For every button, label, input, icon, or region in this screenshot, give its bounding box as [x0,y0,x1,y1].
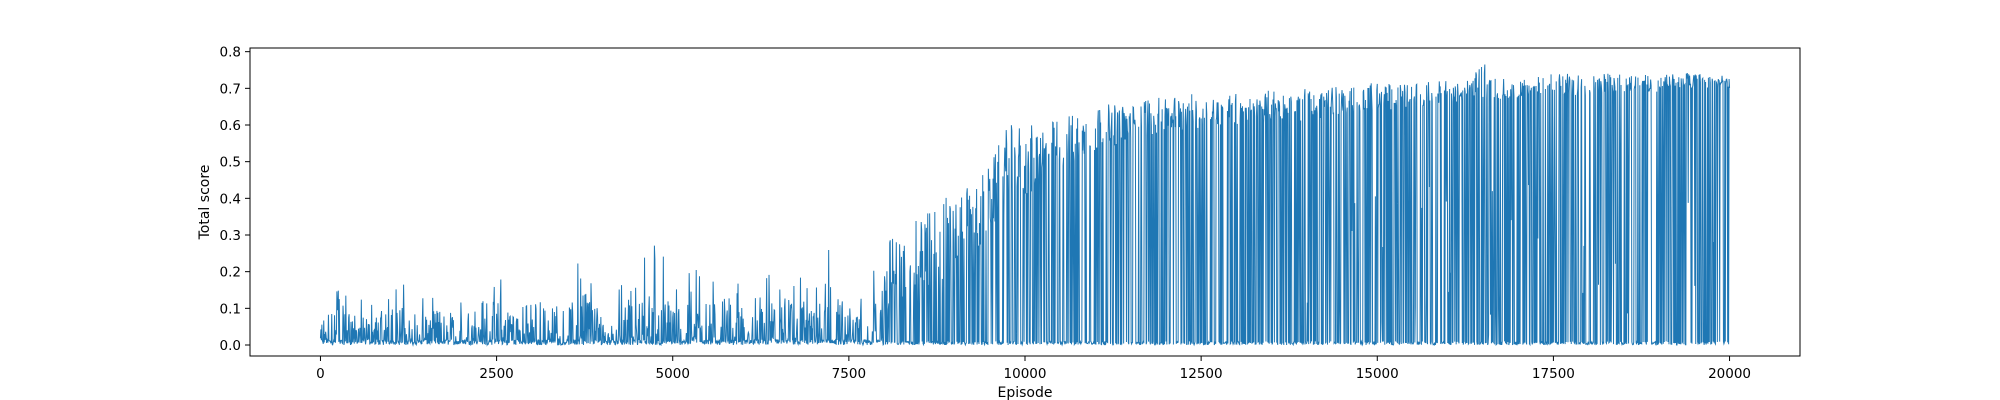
x-tick-label: 15000 [1356,366,1399,382]
x-tick-label: 20000 [1708,366,1751,382]
x-tick-label: 0 [316,366,325,382]
y-axis-label: Total score [197,165,213,241]
y-tick-label: 0.3 [220,228,241,244]
x-tick-label: 10000 [1004,366,1047,382]
x-tick-label: 12500 [1180,366,1223,382]
x-tick-label: 7500 [832,366,866,382]
x-tick-label: 5000 [656,366,690,382]
x-axis-label: Episode [998,385,1053,400]
y-tick-label: 0.4 [220,191,241,207]
y-tick-label: 0.0 [220,338,241,354]
y-tick-label: 0.6 [220,118,241,134]
y-tick-label: 0.8 [220,45,241,61]
axis-ticks: 0 2500 5000 7500 10000 12500 15000 17500 20000 0.… [220,45,1752,382]
x-tick-label: 17500 [1532,366,1575,382]
y-tick-label: 0.7 [220,81,241,97]
y-tick-label: 0.5 [220,155,241,171]
y-tick-label: 0.1 [220,301,241,317]
axes-frame [249,47,1801,357]
x-tick-label: 2500 [479,366,513,382]
y-tick-label: 0.2 [220,265,241,281]
series-line [319,64,1731,347]
plot-area [319,64,1731,347]
